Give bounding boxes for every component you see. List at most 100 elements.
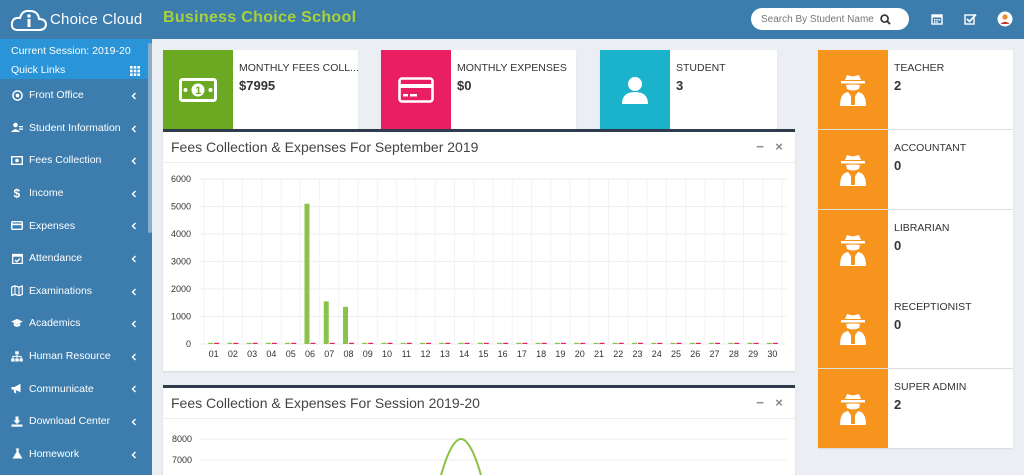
top-header: Choice Cloud Business Choice School	[0, 0, 1024, 39]
calendar-icon[interactable]	[929, 11, 945, 27]
accountant-card[interactable]: ACCOUNTANT 0	[818, 130, 1013, 209]
bar	[638, 342, 643, 344]
card-value: 3	[676, 78, 684, 93]
bar	[477, 342, 483, 344]
x-tick-label: 06	[305, 349, 315, 359]
y-tick-label: 7000	[172, 455, 192, 465]
bar	[304, 203, 310, 344]
x-tick-label: 24	[652, 349, 662, 359]
sidebar-item-front-office[interactable]: Front Office	[0, 79, 152, 112]
bar	[343, 306, 348, 344]
session-panel: Current Session: 2019-20 Quick Links	[0, 39, 152, 79]
fees-expenses-bar-chart: 0 1000 2000 3000 4000 5000 6000 01 02 03 04 05 06 07 0…	[171, 174, 787, 359]
chevron-left-icon	[130, 124, 138, 134]
bar	[445, 342, 451, 344]
cloud-logo-icon	[10, 6, 48, 34]
card-value: $7995	[239, 78, 276, 93]
close-icon[interactable]: ×	[775, 139, 783, 154]
bar	[599, 342, 605, 344]
chevron-left-icon	[130, 91, 138, 101]
student-card[interactable]: STUDENT 3	[600, 50, 777, 129]
bar	[651, 342, 657, 344]
task-check-icon[interactable]	[962, 11, 978, 27]
money-icon	[11, 154, 23, 166]
librarian-card[interactable]: LIBRARIAN 0	[818, 210, 1013, 289]
quick-links-label[interactable]: Quick Links	[11, 64, 66, 76]
dollar-icon: $	[11, 187, 23, 199]
sidebar-item-examinations[interactable]: Examinations	[0, 275, 152, 308]
chevron-left-icon	[130, 189, 138, 199]
expenses-card[interactable]: MONTHLY EXPENSES $0	[381, 50, 576, 129]
bar	[387, 342, 393, 344]
user-secret-icon	[818, 369, 888, 448]
x-tick-label: 21	[594, 349, 604, 359]
x-tick-label: 29	[748, 349, 758, 359]
bar	[618, 342, 624, 344]
sidebar-item-attendance[interactable]: Attendance	[0, 242, 152, 275]
card-label: MONTHLY FEES COLL...	[239, 62, 359, 74]
close-icon[interactable]: ×	[775, 395, 783, 410]
y-tick-label: 6000	[171, 174, 191, 184]
panel-title: Fees Collection & Expenses For September…	[171, 139, 479, 155]
x-tick-label: 10	[382, 349, 392, 359]
bar	[208, 342, 214, 344]
search-icon[interactable]	[877, 11, 893, 27]
chevron-left-icon	[130, 254, 138, 264]
bar	[233, 342, 239, 344]
money-bill-icon: 1	[163, 50, 233, 129]
card-label: ACCOUNTANT	[894, 142, 967, 154]
card-value: $0	[457, 78, 472, 93]
chevron-left-icon	[130, 384, 138, 394]
x-tick-label: 11	[402, 349, 411, 359]
student-search-input[interactable]	[761, 13, 877, 25]
sidebar-item-communicate[interactable]: Communicate	[0, 372, 152, 405]
sidebar-item-label: Expenses	[29, 219, 76, 232]
sidebar-item-expenses[interactable]: Expenses	[0, 209, 152, 242]
svg-text:1: 1	[195, 85, 201, 97]
sidebar-item-download-center[interactable]: Download Center	[0, 405, 152, 438]
minimize-icon[interactable]: −	[756, 395, 764, 410]
panel-divider	[163, 162, 795, 163]
credit-card-icon	[11, 220, 23, 232]
sidebar-item-label: Student Information	[29, 121, 121, 134]
receptionist-card[interactable]: RECEPTIONIST 0	[818, 289, 1013, 368]
teacher-card[interactable]: TEACHER 2	[818, 50, 1013, 129]
super-admin-card[interactable]: SUPER ADMIN 2	[818, 369, 1013, 448]
sidebar-item-student-information[interactable]: Student Information	[0, 112, 152, 145]
panel-title: Fees Collection & Expenses For Session 2…	[171, 395, 480, 411]
y-tick-label: 2000	[171, 284, 191, 294]
minimize-icon[interactable]: −	[756, 139, 764, 154]
x-tick-label: 16	[498, 349, 508, 359]
sidebar-scrollbar[interactable]	[148, 43, 152, 233]
sidebar-item-homework[interactable]: Homework	[0, 438, 152, 471]
sidebar-item-income[interactable]: $ Income	[0, 177, 152, 210]
x-tick-label: 23	[632, 349, 642, 359]
bar	[227, 342, 233, 344]
sidebar-item-label: Communicate	[29, 382, 94, 395]
credit-card-icon	[381, 50, 451, 129]
bar	[497, 342, 503, 344]
bar	[368, 342, 374, 344]
current-session[interactable]: Current Session: 2019-20	[11, 45, 131, 57]
x-tick-label: 18	[536, 349, 546, 359]
bar	[632, 342, 637, 344]
x-tick-label: 25	[671, 349, 681, 359]
bar	[657, 342, 663, 344]
bar	[516, 342, 522, 344]
bar	[766, 342, 772, 344]
monthly-chart-panel: Fees Collection & Expenses For September…	[163, 129, 795, 371]
fees-collection-card[interactable]: 1 MONTHLY FEES COLL... $7995	[163, 50, 359, 129]
x-tick-label: 07	[324, 349, 334, 359]
sidebar-item-label: Fees Collection	[29, 154, 102, 167]
card-value: 2	[894, 397, 902, 412]
sidebar-item-academics[interactable]: Academics	[0, 307, 152, 340]
bar	[689, 342, 695, 344]
bar	[400, 342, 406, 344]
brand-logo[interactable]: Choice Cloud	[0, 0, 152, 39]
user-avatar-icon[interactable]	[997, 11, 1013, 27]
sidebar-item-fees-collection[interactable]: Fees Collection	[0, 144, 152, 177]
grid-icon[interactable]	[130, 63, 140, 76]
sidebar-item-human-resource[interactable]: Human Resource	[0, 340, 152, 373]
x-tick-label: 28	[729, 349, 739, 359]
bar	[676, 342, 682, 344]
